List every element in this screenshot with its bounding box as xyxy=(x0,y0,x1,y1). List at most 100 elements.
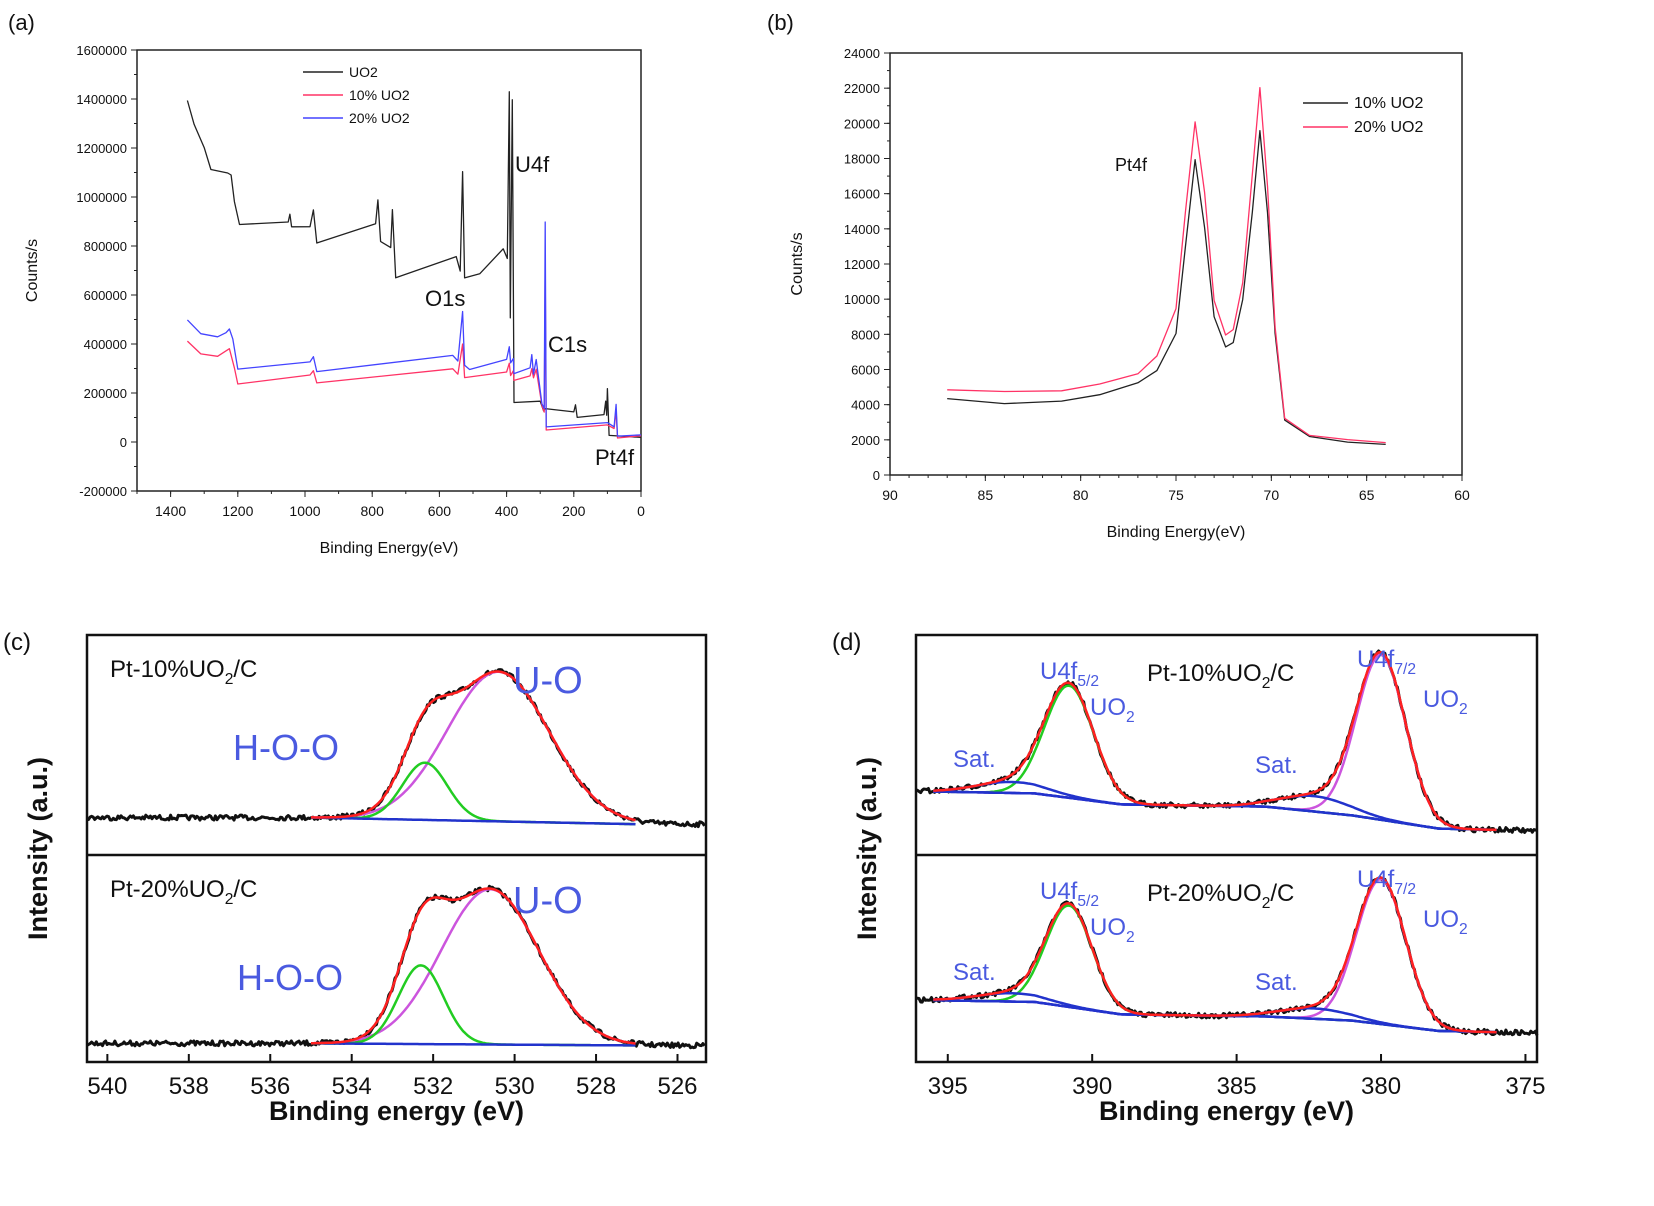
background-line xyxy=(311,816,636,826)
fit-peak-u-o xyxy=(311,888,636,1045)
peak-label-sat: Sat. xyxy=(953,959,996,986)
fit-peak-u4f5-2 xyxy=(933,904,1497,1034)
y-tick-label: 18000 xyxy=(844,152,880,167)
y-tick-label: 1600000 xyxy=(76,43,127,58)
x-axis-label: Binding energy (eV) xyxy=(1099,1096,1354,1126)
series-line-10-uo2 xyxy=(947,130,1386,446)
peak-label-h-o-o: H-O-O xyxy=(237,957,343,998)
fit-envelope-line xyxy=(933,650,1497,832)
peak-label-uo2: UO2 xyxy=(1090,694,1135,726)
x-tick-label: 200 xyxy=(562,503,586,519)
x-tick-label: 80 xyxy=(1073,487,1089,503)
y-axis-label: Counts/s xyxy=(789,232,806,295)
y-tick-label: 8000 xyxy=(851,327,880,342)
y-tick-label: 16000 xyxy=(844,187,880,202)
legend-label: 20% UO2 xyxy=(1354,119,1423,136)
fit-envelope-line xyxy=(311,887,636,1045)
peak-label-sat: Sat. xyxy=(953,746,996,773)
x-tick-label: 400 xyxy=(495,503,519,519)
legend-label: UO2 xyxy=(349,64,378,80)
x-tick-label: 375 xyxy=(1505,1073,1545,1100)
x-tick-label: 90 xyxy=(882,487,898,503)
y-tick-label: 12000 xyxy=(844,257,880,272)
y-tick-label: 4000 xyxy=(851,398,880,413)
x-tick-label: 1000 xyxy=(289,503,320,519)
background-line xyxy=(311,1042,636,1047)
y-tick-label: 1200000 xyxy=(76,141,127,156)
legend-label: 20% UO2 xyxy=(349,110,410,126)
x-tick-label: 65 xyxy=(1359,487,1375,503)
sample-label: Pt-10%UO2/C xyxy=(110,656,257,688)
series-line-20-uo2 xyxy=(186,221,642,437)
y-tick-label: 0 xyxy=(120,435,127,450)
y-axis-label: Intensity (a.u.) xyxy=(852,757,882,940)
y-tick-label: 24000 xyxy=(844,46,880,61)
fit-peak-h-o-o xyxy=(311,964,636,1047)
raw-data-line xyxy=(86,668,706,829)
fit-peak-u-o xyxy=(311,670,636,822)
panel-label: (a) xyxy=(8,10,35,35)
peak-annotation: Pt4f xyxy=(595,445,635,470)
x-tick-label: 390 xyxy=(1072,1073,1112,1100)
y-tick-label: 14000 xyxy=(844,222,880,237)
x-tick-label: 532 xyxy=(413,1073,453,1100)
x-tick-label: 1400 xyxy=(155,503,186,519)
y-tick-label: 22000 xyxy=(844,81,880,96)
legend-label: 10% UO2 xyxy=(349,87,410,103)
x-tick-label: 385 xyxy=(1217,1073,1257,1100)
x-tick-label: 538 xyxy=(169,1073,209,1100)
series-line-20-uo2 xyxy=(947,86,1386,444)
legend-label: 10% UO2 xyxy=(1354,95,1423,112)
x-axis-label: Binding energy (eV) xyxy=(269,1096,524,1126)
x-tick-label: 530 xyxy=(495,1073,535,1100)
y-tick-label: 20000 xyxy=(844,116,880,131)
x-tick-label: 70 xyxy=(1264,487,1280,503)
y-tick-label: 1000000 xyxy=(76,190,127,205)
x-tick-label: 85 xyxy=(978,487,994,503)
peak-label-uo2: UO2 xyxy=(1423,686,1468,718)
y-tick-label: 2000 xyxy=(851,433,880,448)
peak-label-uo2: UO2 xyxy=(1423,906,1468,938)
x-tick-label: 800 xyxy=(361,503,385,519)
sample-label: Pt-20%UO2/C xyxy=(1147,880,1294,912)
x-tick-label: 540 xyxy=(87,1073,127,1100)
x-axis-label: Binding Energy(eV) xyxy=(320,540,459,557)
x-tick-label: 380 xyxy=(1361,1073,1401,1100)
x-tick-label: 536 xyxy=(250,1073,290,1100)
peak-annotation: U4f xyxy=(515,152,550,177)
x-tick-label: 526 xyxy=(657,1073,697,1100)
x-tick-label: 60 xyxy=(1454,487,1470,503)
y-tick-label: 400000 xyxy=(84,337,127,352)
sample-label: Pt-20%UO2/C xyxy=(110,876,257,908)
peak-label-u4f52: U4f5/2 xyxy=(1040,658,1099,690)
x-tick-label: 600 xyxy=(428,503,452,519)
peak-annotation: C1s xyxy=(548,332,587,357)
peak-label-u-o: U-O xyxy=(513,880,583,922)
x-tick-label: 534 xyxy=(332,1073,372,1100)
peak-annotation: O1s xyxy=(425,286,465,311)
y-tick-label: -200000 xyxy=(79,484,127,499)
series-line-10-uo2 xyxy=(186,270,642,439)
y-tick-label: 10000 xyxy=(844,292,880,307)
peak-label-u4f72: U4f7/2 xyxy=(1357,866,1416,898)
fit-peak-u4f5-2 xyxy=(933,684,1497,832)
peak-label-u4f72: U4f7/2 xyxy=(1357,646,1416,678)
sample-label: Pt-10%UO2/C xyxy=(1147,660,1294,692)
panel-label: (c) xyxy=(3,629,31,656)
background-line xyxy=(933,790,1497,832)
x-axis-label: Binding Energy(eV) xyxy=(1107,524,1246,541)
x-tick-label: 395 xyxy=(928,1073,968,1100)
x-tick-label: 75 xyxy=(1168,487,1184,503)
fit-envelope-line xyxy=(311,670,636,822)
y-tick-label: 800000 xyxy=(84,239,127,254)
raw-data-line xyxy=(86,884,706,1050)
plot-frame xyxy=(889,52,1463,476)
y-axis-label: Intensity (a.u.) xyxy=(23,757,53,940)
y-tick-label: 0 xyxy=(873,468,880,483)
x-tick-label: 528 xyxy=(576,1073,616,1100)
x-tick-label: 0 xyxy=(637,503,645,519)
peak-label-sat: Sat. xyxy=(1255,752,1298,779)
x-tick-label: 1200 xyxy=(222,503,253,519)
y-tick-label: 600000 xyxy=(84,288,127,303)
